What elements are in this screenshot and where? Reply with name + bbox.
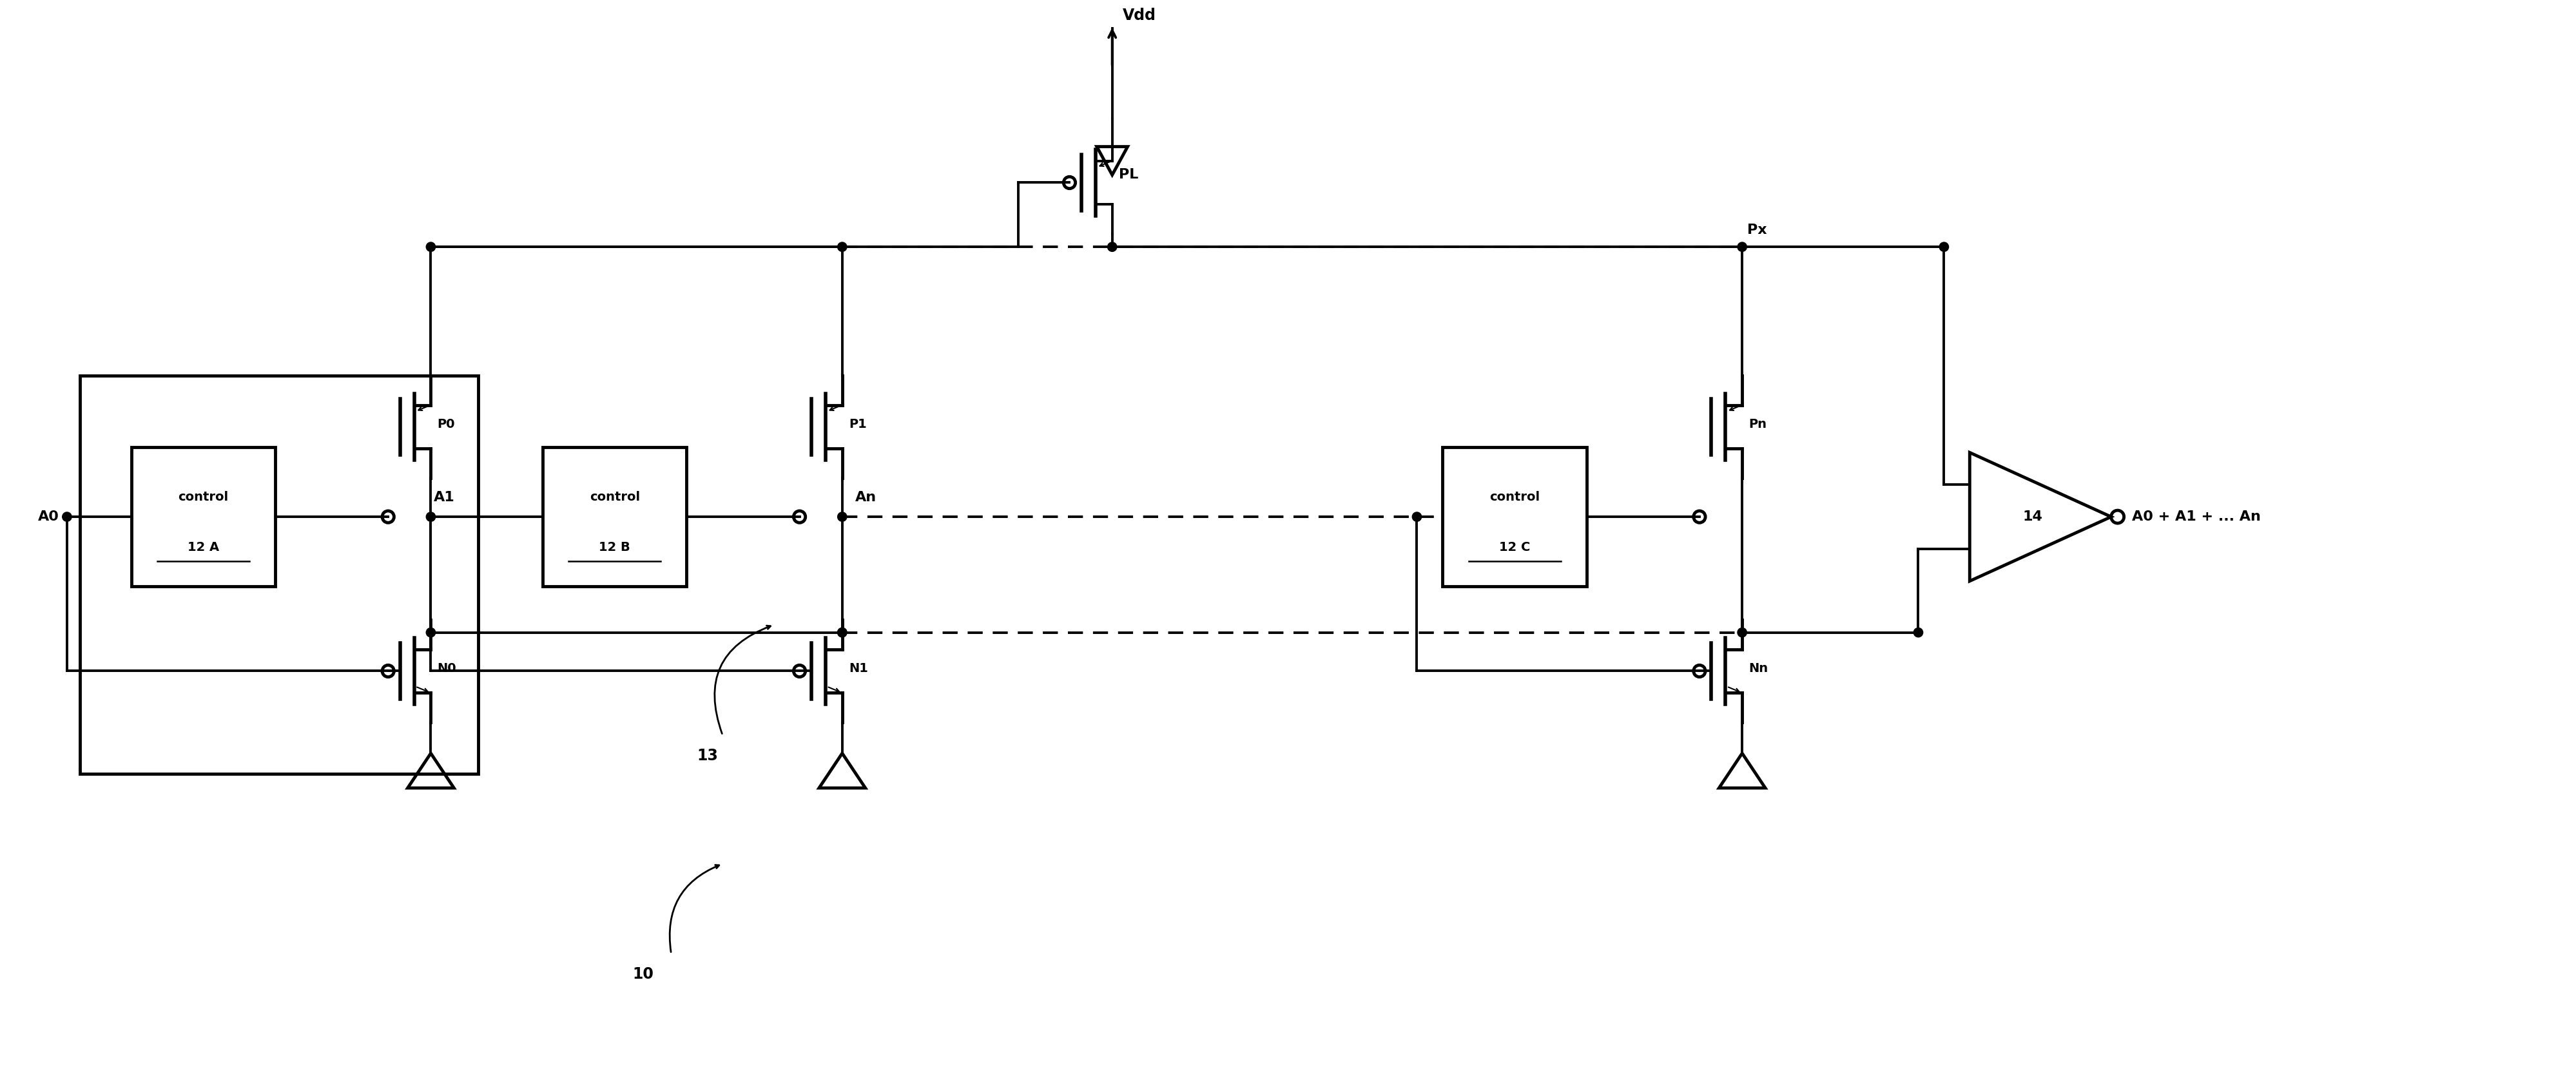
Text: control: control — [590, 492, 639, 503]
Text: Nn: Nn — [1749, 662, 1767, 675]
FancyBboxPatch shape — [544, 447, 685, 586]
Circle shape — [837, 512, 848, 522]
Text: An: An — [855, 492, 876, 503]
Text: N1: N1 — [848, 662, 868, 675]
Circle shape — [837, 628, 848, 637]
Circle shape — [837, 242, 848, 252]
FancyBboxPatch shape — [1443, 447, 1587, 586]
Circle shape — [425, 512, 435, 522]
Circle shape — [1940, 242, 1947, 252]
Text: 12 C: 12 C — [1499, 541, 1530, 553]
Text: 14: 14 — [2022, 510, 2043, 523]
Circle shape — [837, 628, 848, 637]
Circle shape — [425, 242, 435, 252]
Text: 12 B: 12 B — [598, 541, 631, 553]
Text: control: control — [178, 492, 229, 503]
Text: Vdd: Vdd — [1123, 8, 1157, 23]
FancyBboxPatch shape — [131, 447, 276, 586]
Text: 13: 13 — [696, 749, 719, 764]
Circle shape — [1736, 242, 1747, 252]
Text: P1: P1 — [848, 418, 866, 431]
Text: 10: 10 — [634, 967, 654, 982]
Text: A1: A1 — [433, 492, 453, 503]
Text: Px: Px — [1747, 224, 1767, 237]
Circle shape — [425, 628, 435, 637]
Text: PL: PL — [1118, 168, 1139, 181]
Circle shape — [62, 512, 72, 522]
Circle shape — [1412, 512, 1422, 522]
Text: Pn: Pn — [1749, 418, 1767, 431]
Circle shape — [1914, 628, 1922, 637]
Text: A0: A0 — [39, 510, 59, 523]
Circle shape — [1108, 242, 1115, 252]
Text: A0 + A1 + ... An: A0 + A1 + ... An — [2130, 510, 2259, 523]
Text: 12 A: 12 A — [188, 541, 219, 553]
Text: N0: N0 — [438, 662, 456, 675]
Text: control: control — [1489, 492, 1540, 503]
Circle shape — [1736, 628, 1747, 637]
Text: P0: P0 — [438, 418, 456, 431]
